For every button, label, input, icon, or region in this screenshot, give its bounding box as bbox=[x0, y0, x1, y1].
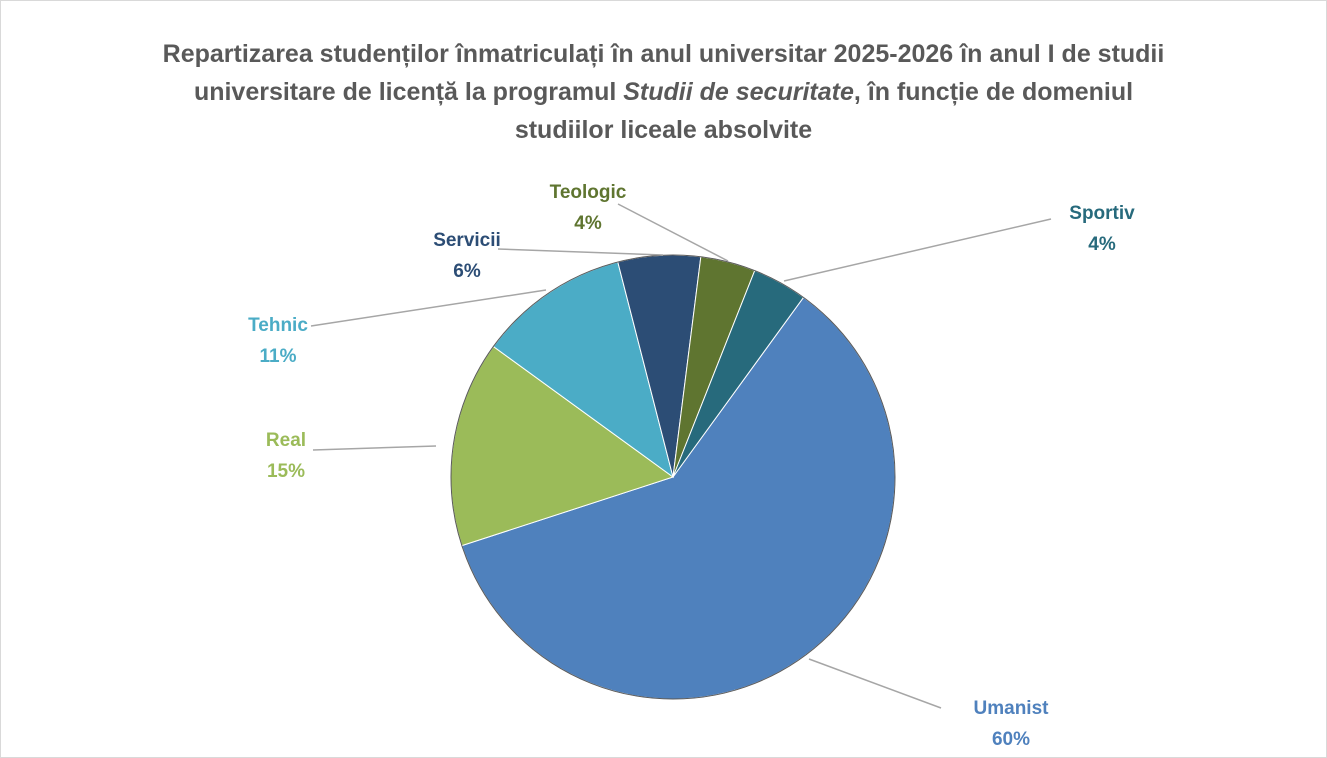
category-label: Sportiv bbox=[1069, 203, 1135, 224]
category-label: Real bbox=[266, 430, 306, 451]
category-label: Umanist bbox=[974, 698, 1050, 719]
chart-title: Repartizarea studenților înmatriculați î… bbox=[151, 35, 1176, 149]
value-label: 11% bbox=[260, 346, 297, 367]
value-label: 4% bbox=[1088, 234, 1116, 255]
title-italic: Studii de securitate bbox=[623, 78, 854, 106]
leader-line bbox=[808, 658, 942, 709]
value-label: 4% bbox=[574, 213, 602, 234]
category-label: Servicii bbox=[433, 230, 501, 251]
value-label: 6% bbox=[453, 261, 481, 282]
title-part: Repartizarea studenților înmatriculați î… bbox=[162, 40, 1165, 106]
leader-line bbox=[617, 203, 729, 262]
leader-line bbox=[312, 445, 437, 451]
value-label: 60% bbox=[992, 729, 1030, 750]
category-label: Tehnic bbox=[248, 315, 308, 336]
leader-line bbox=[310, 289, 547, 327]
pie-outline bbox=[450, 254, 896, 700]
value-label: 15% bbox=[267, 461, 305, 482]
title-part: , în funcție de domeniul studiilor licea… bbox=[514, 78, 1134, 144]
leader-line bbox=[497, 248, 664, 256]
leader-line bbox=[783, 218, 1052, 282]
category-label: Teologic bbox=[550, 182, 627, 203]
